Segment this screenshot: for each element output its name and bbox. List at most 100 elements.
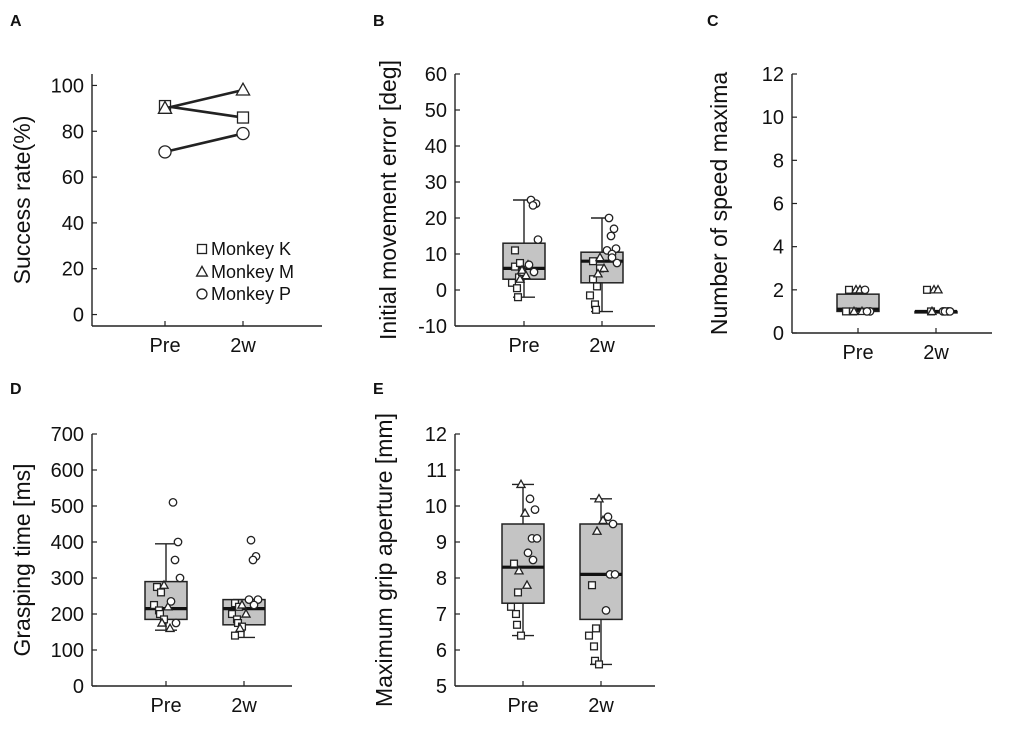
y-tick-label: 200 [51, 604, 84, 626]
data-point [520, 270, 532, 280]
data-point [227, 609, 237, 619]
y-tick-label: 30 [425, 172, 447, 194]
data-point [844, 285, 854, 294]
data-point [612, 258, 622, 268]
data-point [164, 622, 176, 633]
panel-label: A [10, 13, 22, 30]
data-point [594, 252, 606, 262]
data-point [601, 606, 611, 615]
data-point [594, 660, 604, 669]
y-tick-label: 60 [425, 64, 447, 86]
data-point [610, 570, 620, 579]
data-point [532, 534, 542, 543]
y-tick-label: 700 [51, 424, 84, 446]
data-point [609, 224, 619, 234]
x-tick-label: Pre [507, 695, 538, 717]
data-point [162, 601, 174, 611]
data-point [156, 588, 166, 597]
data-point [512, 284, 522, 293]
data-point [521, 579, 533, 589]
y-tick-label: 60 [62, 167, 84, 189]
data-point [236, 126, 250, 141]
data-point [516, 264, 528, 274]
data-point [515, 258, 525, 268]
data-point [512, 620, 522, 629]
y-tick-label: 500 [51, 496, 84, 518]
data-point [158, 579, 170, 589]
data-point [516, 631, 526, 640]
data-point [513, 565, 525, 575]
y-tick-label: 8 [436, 568, 447, 590]
panel-b: B -10 0 10 20 30 40 50 60 Pre 2w Initial movement e… [373, 13, 655, 357]
x-tick-label: Pre [842, 342, 873, 364]
y-tick-label: 2 [773, 280, 784, 302]
data-point [593, 493, 605, 503]
y-tick-label: 6 [436, 640, 447, 662]
data-point [589, 642, 599, 651]
data-point [591, 624, 601, 633]
y-tick-label: 10 [425, 496, 447, 518]
y-tick-label: 600 [51, 460, 84, 482]
data-point [515, 478, 527, 489]
data-point [530, 505, 540, 514]
data-point [528, 201, 538, 210]
legend-marker [196, 243, 208, 255]
y-axis-label: Initial movement error [deg] [375, 60, 401, 340]
y-tick-label: 12 [425, 424, 447, 446]
data-point [529, 267, 539, 277]
panel-c: C 0 2 4 6 8 10 12 Pre 2w Number of speed maxima [706, 13, 992, 364]
panel-label: E [373, 381, 384, 398]
data-point [932, 284, 944, 294]
y-tick-label: 9 [436, 532, 447, 554]
data-point [926, 305, 938, 316]
data-point [168, 498, 178, 507]
data-point [592, 268, 604, 278]
series-line [164, 104, 244, 119]
data-point [513, 293, 523, 302]
y-axis-label: Number of speed maxima [706, 72, 732, 336]
data-point [598, 262, 610, 273]
y-tick-label: 8 [773, 150, 784, 172]
series-line [164, 88, 244, 110]
series-line [164, 132, 244, 154]
y-tick-label: 10 [425, 244, 447, 266]
data-point [158, 145, 172, 159]
data-point [528, 555, 538, 565]
y-axis-label: Success rate(%) [9, 116, 35, 285]
data-point [860, 285, 870, 295]
y-tick-label: 6 [773, 194, 784, 216]
data-point [524, 260, 534, 270]
x-tick-label: 2w [231, 695, 257, 717]
y-axis-label: Grasping time [ms] [9, 464, 35, 657]
data-point [584, 631, 594, 640]
y-tick-label: 400 [51, 532, 84, 554]
data-point [862, 307, 872, 316]
y-tick-label: -10 [418, 316, 447, 338]
panel-d: D 0 100 200 300 400 500 600 700 Pre 2w Grasping tim… [9, 381, 292, 717]
legend-marker [196, 288, 208, 300]
data-point [592, 282, 602, 291]
data-point [591, 305, 601, 314]
y-tick-label: 5 [436, 676, 447, 698]
data-point [514, 273, 526, 283]
data-point [173, 537, 183, 547]
x-tick-label: 2w [923, 342, 949, 364]
y-tick-label: 100 [51, 75, 84, 97]
data-point [156, 617, 168, 627]
y-tick-label: 0 [773, 323, 784, 345]
y-tick-label: 50 [425, 100, 447, 122]
legend-label: Monkey M [211, 262, 294, 282]
x-tick-label: 2w [589, 335, 615, 357]
data-point [170, 555, 180, 565]
data-point [506, 602, 516, 611]
data-point [604, 213, 614, 223]
data-point [525, 494, 535, 504]
data-point [523, 548, 533, 558]
data-point [511, 609, 521, 619]
data-point [945, 307, 955, 316]
data-point [236, 111, 250, 124]
legend-marker [195, 265, 209, 277]
y-tick-label: 4 [773, 237, 784, 259]
panel-e: E 5 6 7 8 9 10 11 12 Pre 2w Maximum grip aperture [… [371, 381, 655, 717]
